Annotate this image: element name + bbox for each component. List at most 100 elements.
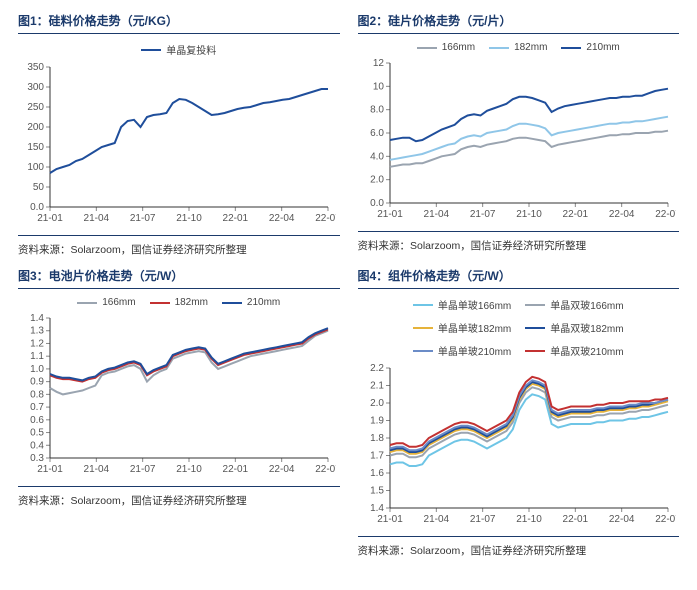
legend-label: 单晶双玻166mm [550,297,623,312]
svg-text:1.4: 1.4 [30,313,44,324]
legend-item: 单晶双玻210mm [525,343,623,358]
svg-text:0.9: 0.9 [30,377,44,388]
series-line [390,382,668,452]
chart-svg: 0.05010015020025030035021-0121-0421-0721… [18,61,336,231]
series-line [50,330,328,382]
svg-text:0.4: 0.4 [30,440,44,451]
svg-text:100: 100 [27,162,44,173]
source-text: 资料来源：Solarzoom，国信证券经济研究所整理 [358,536,680,558]
svg-text:1.7: 1.7 [370,451,384,462]
panel-3: 图3：电池片价格走势（元/W） 166mm182mm210mm0.30.40.5… [18,267,340,558]
series-line [50,89,328,173]
legend-swatch [525,350,545,352]
legend-label: 210mm [586,42,619,53]
legend-item: 单晶双玻166mm [525,297,623,312]
svg-text:150: 150 [27,142,44,153]
chart-2: 166mm 182mm 210mm 0.0 2.0 4.0 6.0 8.0 10 12 21-01 2… [358,40,680,227]
svg-text:1.2: 1.2 [30,338,44,349]
legend-swatch [413,350,433,352]
legend-swatch [413,304,433,306]
svg-text:21-01: 21-01 [377,514,403,525]
svg-text:21-10: 21-10 [516,514,542,525]
legend-label: 182mm [514,42,547,53]
legend-label: 单晶双玻210mm [550,343,623,358]
svg-text:2.0: 2.0 [370,175,384,186]
series-line [50,328,328,380]
legend-swatch [413,327,433,329]
legend-swatch [561,47,581,49]
legend-swatch [489,47,509,49]
svg-text:250: 250 [27,102,44,113]
svg-text:2.0: 2.0 [370,398,384,409]
legend-item: 单晶单玻166mm [413,297,511,312]
legend-item: 单晶单玻210mm [413,343,511,358]
svg-text:4.0: 4.0 [370,151,384,162]
panel-1: 图1：硅料价格走势（元/KG） 单晶复投料0.05010015020025030… [18,12,340,257]
svg-text:0.8: 0.8 [30,389,44,400]
svg-text:22-04: 22-04 [608,514,634,525]
svg-text:21-04: 21-04 [423,514,449,525]
chart-svg: 0.30.40.50.60.70.80.91.01.11.21.31.421-0… [18,312,336,482]
legend-swatch [525,304,545,306]
svg-text:21-01: 21-01 [377,209,403,220]
svg-text:22-04: 22-04 [269,464,295,475]
svg-text:21-04: 21-04 [423,209,449,220]
panel-4: 图4：组件价格走势（元/W） 单晶单玻166mm 单晶双玻166mm 单晶单玻182… [358,267,680,558]
svg-text:22-07: 22-07 [655,514,676,525]
legend-label: 166mm [102,297,135,308]
svg-text:0.0: 0.0 [30,202,44,213]
svg-text:21-10: 21-10 [176,464,202,475]
legend-swatch [525,327,545,329]
svg-text:1.0: 1.0 [30,364,44,375]
svg-text:1.4: 1.4 [370,503,384,514]
source-text: 资料来源：Solarzoom，国信证券经济研究所整理 [18,235,340,257]
svg-text:21-07: 21-07 [469,514,495,525]
legend-swatch [77,302,97,304]
source-text: 资料来源：Solarzoom，国信证券经济研究所整理 [18,486,340,508]
series-line [390,131,668,167]
legend-item: 单晶复投料 [141,42,216,57]
legend-item: 166mm [77,297,135,308]
svg-text:8.0: 8.0 [370,105,384,116]
legend: 166mm 182mm 210mm [358,40,680,57]
svg-text:21-01: 21-01 [37,213,63,224]
svg-text:6.0: 6.0 [370,128,384,139]
svg-text:1.6: 1.6 [370,468,384,479]
svg-text:1.5: 1.5 [370,486,384,497]
legend-item: 单晶双玻182mm [525,320,623,335]
svg-text:300: 300 [27,82,44,93]
svg-text:22-07: 22-07 [315,464,336,475]
legend: 单晶复投料 [18,40,340,61]
svg-text:22-01: 22-01 [223,464,249,475]
panel-2: 图2：硅片价格走势（元/片） 166mm 182mm 210mm 0.0 2.0 4.0 6… [358,12,680,257]
svg-text:10: 10 [372,81,384,92]
svg-text:21-07: 21-07 [130,213,156,224]
svg-text:0.3: 0.3 [30,453,44,464]
legend-label: 182mm [175,297,208,308]
svg-text:21-04: 21-04 [84,213,110,224]
svg-text:22-01: 22-01 [562,514,588,525]
svg-text:0.0: 0.0 [370,198,384,209]
chart-grid: 图1：硅料价格走势（元/KG） 单晶复投料0.05010015020025030… [0,0,697,570]
legend-item: 210mm [222,297,280,308]
svg-text:12: 12 [372,58,384,69]
svg-text:22-07: 22-07 [315,213,336,224]
panel-title: 图2：硅片价格走势（元/片） [358,12,680,34]
legend: 166mm 182mm 210mm [18,295,340,312]
chart-svg: 1.41.51.61.71.81.92.02.12.221-0121-0421-… [358,362,676,532]
legend-item: 166mm [417,42,475,53]
legend-label: 单晶单玻166mm [438,297,511,312]
chart-svg: 0.02.04.06.08.0101221-0121-0421-0721-102… [358,57,676,227]
svg-text:0.5: 0.5 [30,428,44,439]
svg-text:1.3: 1.3 [30,326,44,337]
legend-item: 210mm [561,42,619,53]
legend: 单晶单玻166mm 单晶双玻166mm 单晶单玻182mm 单晶双玻182mm 单晶单玻… [358,295,680,362]
panel-title: 图4：组件价格走势（元/W） [358,267,680,289]
legend-item: 182mm [489,42,547,53]
source-text: 资料来源：Solarzoom，国信证券经济研究所整理 [358,231,680,253]
svg-text:21-07: 21-07 [130,464,156,475]
legend-label: 210mm [247,297,280,308]
svg-text:22-01: 22-01 [223,213,249,224]
legend-label: 单晶单玻182mm [438,320,511,335]
legend-label: 单晶双玻182mm [550,320,623,335]
